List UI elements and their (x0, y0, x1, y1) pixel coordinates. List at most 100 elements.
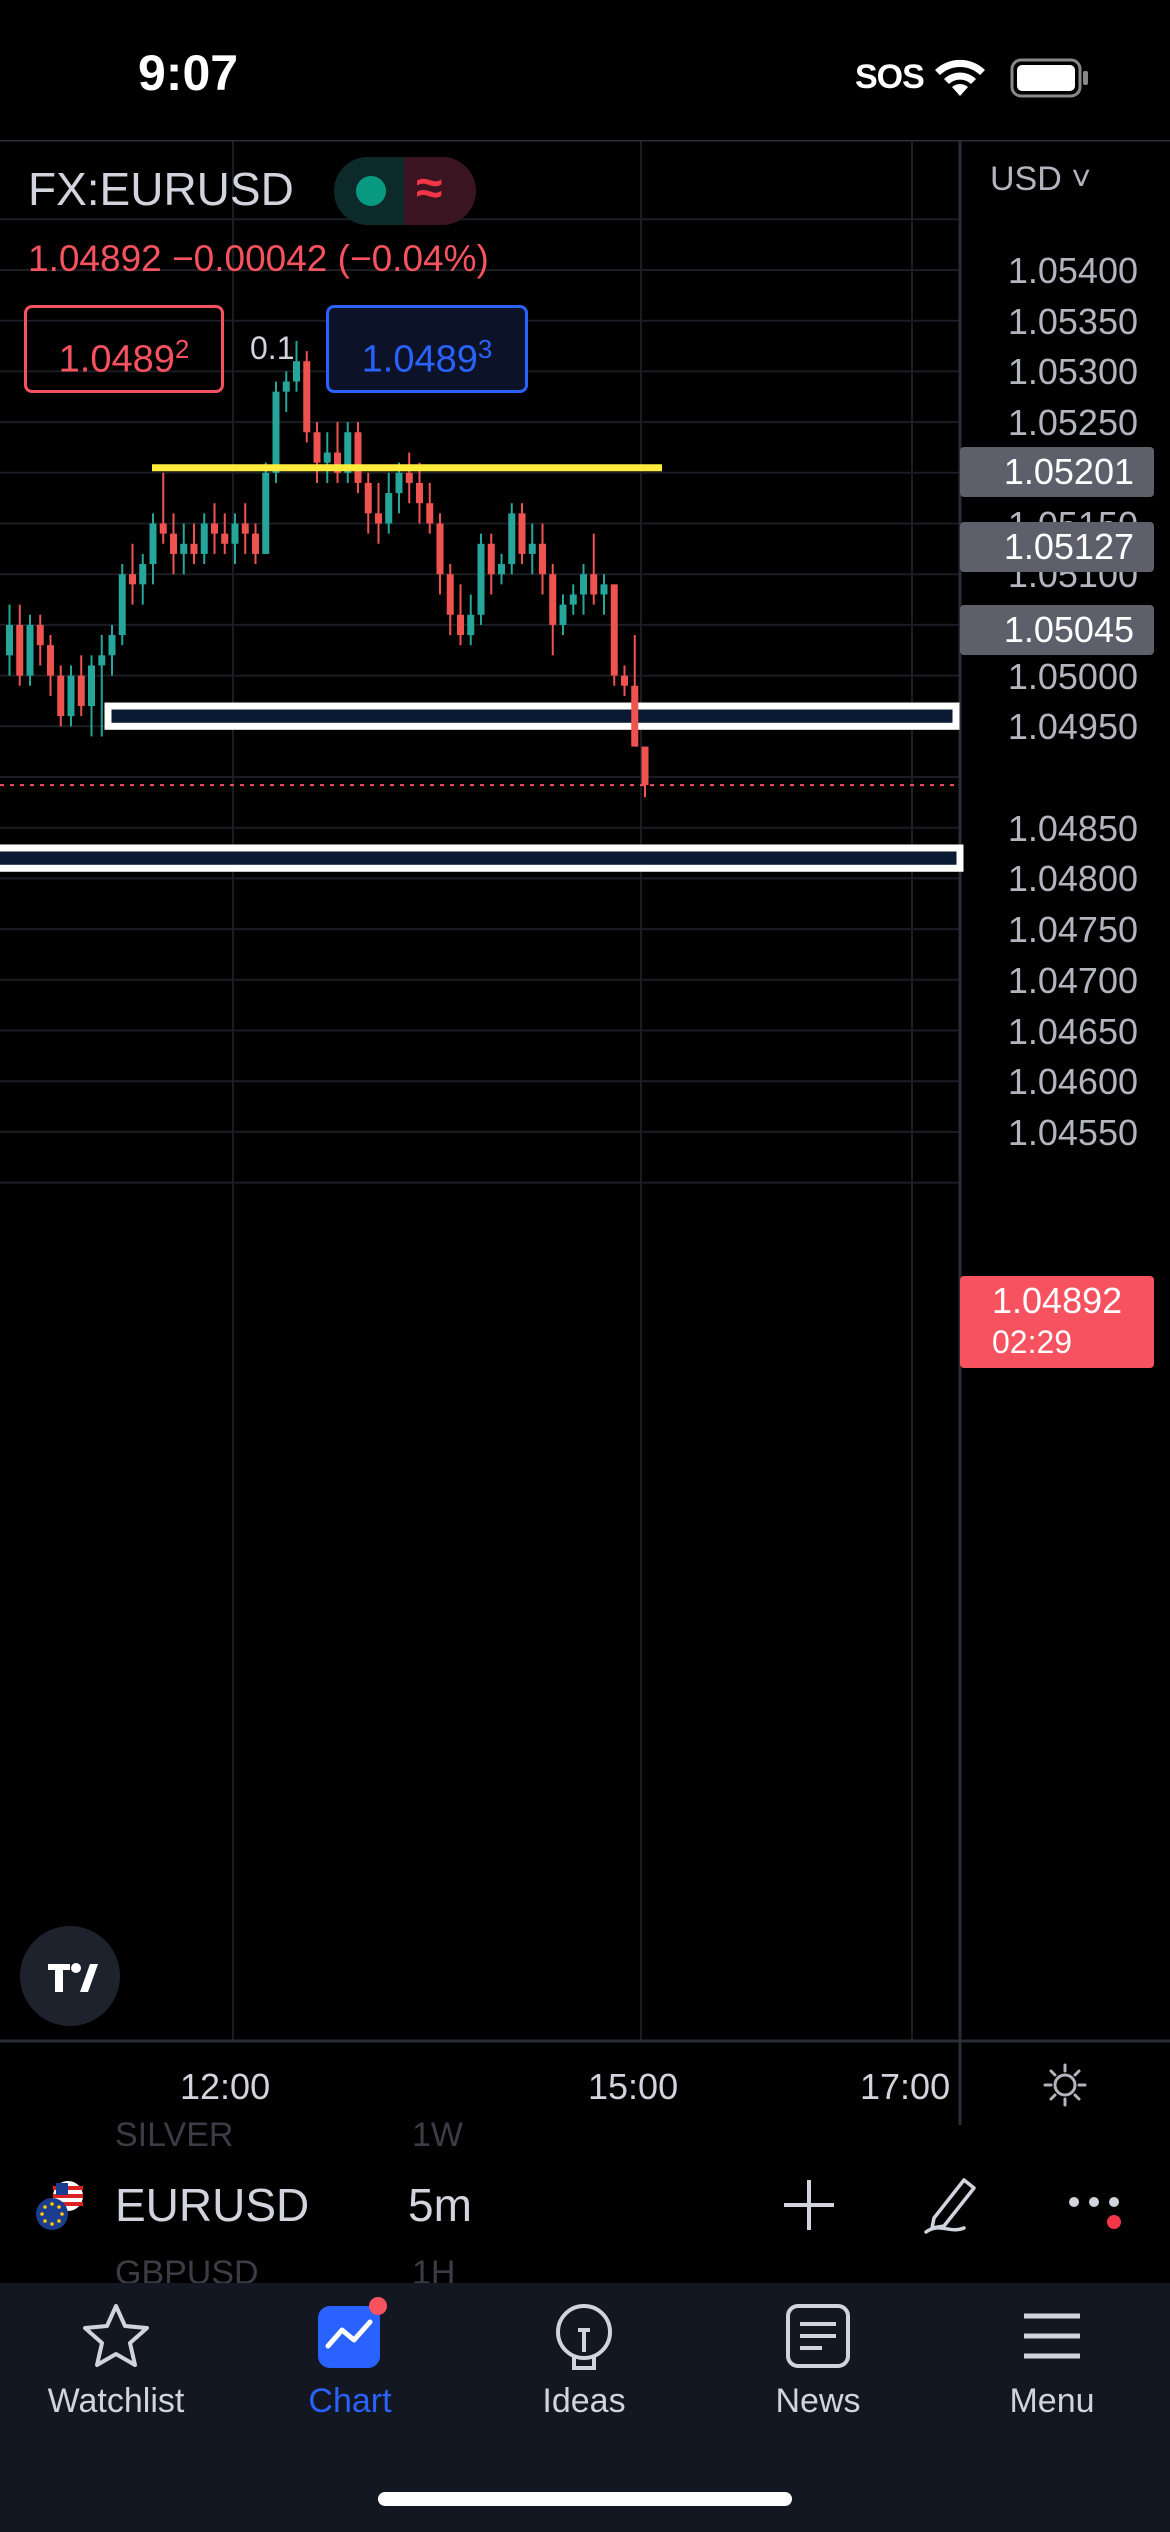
candle-body (641, 746, 649, 786)
star-icon (83, 2304, 149, 2367)
candle-body (241, 523, 249, 534)
candle-body (190, 543, 198, 554)
candle-body (26, 624, 34, 676)
wave-icon: ≈ (416, 162, 443, 215)
candle-body (77, 675, 85, 707)
price-axis-label: 1.04800 (1007, 858, 1138, 900)
chart-area[interactable] (0, 140, 1170, 2125)
tab-menu[interactable]: Menu (952, 2296, 1152, 2446)
candle-body (580, 574, 587, 595)
candle-body (395, 472, 403, 494)
candle-body (446, 574, 454, 615)
candle-body (344, 432, 352, 473)
candle-body (231, 523, 239, 544)
chart-settings-icon[interactable] (1040, 2060, 1090, 2110)
newspaper-icon (786, 2304, 850, 2368)
lightbulb-icon (556, 2304, 612, 2370)
last-price: 1.04892 (992, 1280, 1123, 1321)
candle-body (108, 635, 116, 656)
candle-body (180, 543, 188, 554)
last-price-tag: 1.04892 02:29 (960, 1276, 1154, 1368)
bar-countdown: 02:29 (992, 1324, 1073, 1360)
candle-body (262, 472, 270, 554)
candle-body (67, 675, 75, 717)
candle-body (457, 614, 464, 636)
price-axis-label: 1.04550 (1007, 1111, 1138, 1153)
price-level-tag: 1.05201 (960, 446, 1154, 497)
home-indicator (378, 2492, 792, 2506)
candle-body (498, 564, 505, 575)
candle-body (416, 482, 423, 504)
tab-watchlist-label: Watchlist (47, 2382, 185, 2420)
candle-body (385, 493, 393, 524)
hamburger-icon (1024, 2313, 1080, 2359)
chart-icon (318, 2297, 387, 2368)
price-axis-label: 1.04850 (1007, 807, 1138, 849)
bottom-tab-bar (0, 2283, 1170, 2532)
candle-body (118, 574, 126, 636)
candle-body (139, 564, 147, 585)
drawing-tools-icon[interactable] (920, 2172, 984, 2236)
buy-button[interactable]: 1.04893 (326, 305, 528, 393)
price-axis-label: 1.05400 (1007, 250, 1138, 291)
price-axis-label: 1.04600 (1007, 1061, 1138, 1103)
candle-body (252, 533, 259, 554)
candle-body (436, 523, 444, 575)
candle-body (631, 685, 639, 747)
candle-body (221, 533, 229, 544)
tab-news[interactable]: News (718, 2296, 918, 2446)
candle-body (508, 513, 516, 565)
candlestick-chart[interactable] (0, 140, 1170, 2125)
support-zone (0, 844, 964, 872)
interval-selector[interactable]: 5m (408, 2179, 472, 2231)
candle-body (16, 624, 24, 676)
sos-indicator: SOS (855, 58, 925, 96)
time-label-17: 17:00 (860, 2066, 951, 2107)
tab-watchlist[interactable]: Watchlist (16, 2296, 216, 2446)
sell-button[interactable]: 1.04892 (24, 305, 224, 393)
tab-chart[interactable]: Chart (250, 2296, 450, 2446)
eu-us-flag-icon (36, 2181, 83, 2230)
candle-body (293, 361, 300, 382)
price-axis-label: 1.04750 (1007, 909, 1138, 951)
ghost-symbol-above: SILVER (115, 2116, 234, 2154)
plus-icon[interactable] (780, 2176, 838, 2234)
candle-body (528, 543, 536, 554)
wifi-icon (935, 59, 985, 96)
candle-body (600, 584, 608, 595)
tab-chart-label: Chart (308, 2382, 392, 2420)
battery-icon (1010, 58, 1088, 98)
candle-body (323, 452, 331, 463)
tab-ideas-label: Ideas (542, 2382, 626, 2420)
price-axis-label: 1.05350 (1007, 300, 1138, 342)
more-icon[interactable] (1066, 2182, 1132, 2232)
candle-body (539, 543, 546, 575)
tradingview-logo-icon[interactable] (20, 1926, 120, 2026)
support-zone (104, 702, 960, 730)
price-level-tag: 1.05127 (960, 521, 1154, 572)
candle-body (200, 523, 208, 554)
market-status-toggle[interactable]: ≈ (334, 157, 476, 225)
candle-body (303, 361, 311, 433)
candle-body (36, 624, 44, 646)
time-label-12: 12:00 (180, 2066, 271, 2107)
candle-body (334, 452, 341, 473)
candle-body (354, 432, 362, 483)
candle-body (559, 604, 567, 625)
symbol-selector[interactable]: EURUSD (115, 2179, 310, 2231)
symbol-title[interactable]: FX:EURUSD (28, 163, 294, 215)
candle-body (170, 533, 177, 554)
candle-body (549, 574, 557, 625)
candle-body (569, 594, 577, 605)
currency-selector[interactable]: USD ˅ (990, 160, 1092, 198)
candle-body (47, 645, 54, 676)
candle-body (57, 675, 65, 717)
price-axis-label: 1.05000 (1007, 655, 1138, 697)
price-axis-label: 1.04950 (1007, 706, 1138, 748)
spread-value: 0.1 (250, 330, 295, 366)
candle-body (149, 523, 157, 565)
price-change-line: 1.04892 −0.00042 (−0.04%) (28, 238, 489, 279)
candle-body (405, 472, 413, 483)
tab-ideas[interactable]: Ideas (484, 2296, 684, 2446)
tab-news-label: News (775, 2382, 861, 2420)
